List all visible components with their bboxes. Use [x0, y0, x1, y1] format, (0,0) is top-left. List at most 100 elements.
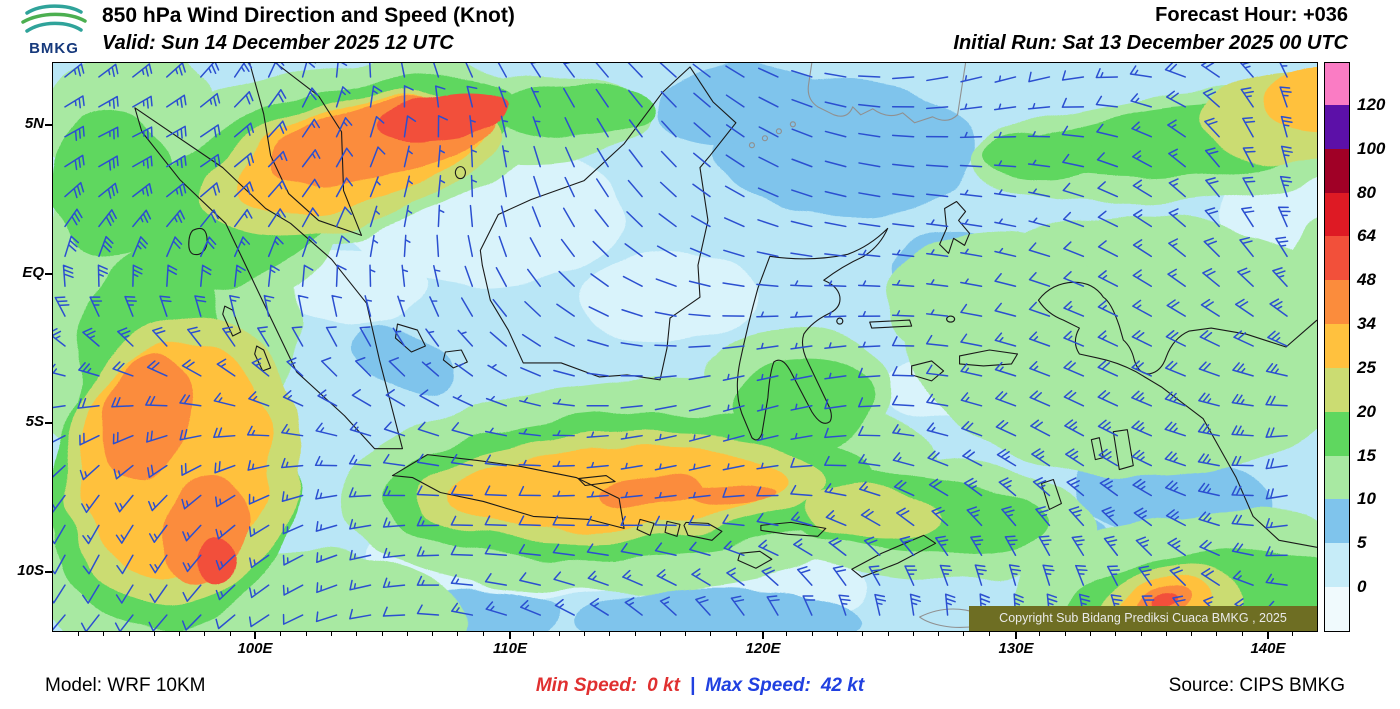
colorbar-segment — [1325, 235, 1349, 281]
initial-run: Initial Run: Sat 13 December 2025 00 UTC — [953, 32, 1348, 54]
colorbar-tick-label: 0 — [1357, 577, 1367, 597]
lat-tick-label: 5N — [24, 115, 44, 132]
axis-tick — [482, 632, 484, 636]
colorbar-segment — [1325, 191, 1349, 237]
axis-tick — [254, 632, 256, 639]
axis-tick — [45, 272, 52, 275]
axis-tick — [862, 632, 864, 636]
axis-tick — [1165, 632, 1167, 636]
axis-tick — [786, 632, 788, 636]
colorbar-tick-label: 48 — [1357, 270, 1376, 290]
colorbar-tick-label: 15 — [1357, 445, 1376, 465]
copyright-note: Copyright Sub Bidang Prediksi Cuaca BMKG… — [969, 606, 1317, 631]
colorbar — [1324, 62, 1350, 632]
lon-tick-label: 120E — [745, 640, 781, 657]
colorbar-segment — [1325, 586, 1349, 631]
axis-tick — [204, 632, 206, 636]
axis-tick — [1140, 632, 1142, 636]
source-label: Source: CIPS BMKG — [1168, 675, 1345, 696]
axis-tick — [1039, 632, 1041, 636]
max-speed-label: Max Speed: — [705, 675, 811, 696]
axis-tick — [1241, 632, 1243, 636]
colorbar-segment — [1325, 104, 1349, 149]
axis-tick — [179, 632, 181, 636]
axis-tick — [609, 632, 611, 636]
axis-tick — [406, 632, 408, 636]
bmkg-logo-text: BMKG — [29, 40, 79, 57]
lat-tick-label: 10S — [17, 562, 44, 579]
axis-tick — [128, 632, 130, 636]
speed-summary: Min Speed: 0 kt | Max Speed: 42 kt — [531, 675, 869, 697]
colorbar-tick-label: 64 — [1357, 226, 1376, 246]
colorbar-tick-label: 20 — [1357, 401, 1376, 421]
axis-tick — [836, 632, 838, 636]
valid-time: Valid: Sun 14 December 2025 12 UTC — [102, 32, 454, 54]
axis-tick — [229, 632, 231, 636]
axis-tick — [963, 632, 965, 636]
axis-tick — [735, 632, 737, 636]
axis-tick — [45, 422, 52, 424]
lon-tick-label: 130E — [998, 640, 1034, 657]
axis-tick — [1115, 632, 1117, 636]
wind-map-svg — [53, 63, 1317, 631]
axis-tick — [457, 632, 459, 636]
page-title: 850 hPa Wind Direction and Speed (Knot) — [102, 4, 515, 27]
colorbar-tick-label: 5 — [1357, 533, 1367, 553]
colorbar-segment — [1325, 148, 1349, 193]
colorbar-segment — [1325, 367, 1349, 412]
axis-tick — [762, 632, 764, 639]
axis-tick — [938, 632, 940, 636]
axis-tick — [1267, 632, 1269, 639]
min-speed-value: 0 kt — [647, 675, 680, 696]
axis-tick — [1015, 632, 1017, 639]
colorbar-tick-label: 34 — [1357, 314, 1376, 334]
axis-tick — [153, 632, 155, 636]
bmkg-logo-mark — [21, 4, 87, 33]
axis-tick — [659, 632, 661, 636]
model-label: Model: WRF 10KM — [45, 675, 206, 696]
axis-tick — [330, 632, 332, 636]
colorbar-tick-label: 25 — [1357, 357, 1376, 377]
colorbar-tick-label: 80 — [1357, 182, 1376, 202]
axis-tick — [1191, 632, 1193, 636]
axis-tick — [103, 632, 105, 636]
axis-tick — [1216, 632, 1218, 636]
axis-tick — [988, 632, 990, 636]
lon-tick-label: 140E — [1250, 640, 1286, 657]
forecast-hour: Forecast Hour: +036 — [1155, 4, 1348, 26]
axis-tick — [685, 632, 687, 636]
axis-tick — [1089, 632, 1091, 636]
axis-tick — [432, 632, 434, 636]
axis-tick — [634, 632, 636, 636]
axis-tick — [305, 632, 307, 636]
wind-barbs — [53, 63, 1293, 631]
axis-tick — [558, 632, 560, 636]
colorbar-segment — [1325, 323, 1349, 368]
axis-tick — [45, 124, 52, 126]
axis-tick — [509, 632, 511, 639]
axis-tick — [280, 632, 282, 636]
axis-tick — [381, 632, 383, 636]
colorbar-segment — [1325, 279, 1349, 325]
axis-tick — [45, 571, 52, 573]
colorbar-tick-label: 120 — [1357, 94, 1386, 114]
map-canvas: Copyright Sub Bidang Prediksi Cuaca BMKG… — [52, 62, 1318, 632]
colorbar-segment — [1325, 411, 1349, 456]
speed-separator: | — [689, 675, 696, 696]
axis-tick — [912, 632, 914, 636]
lon-tick-label: 100E — [237, 640, 273, 657]
axis-tick — [811, 632, 813, 636]
colorbar-segment — [1325, 542, 1349, 588]
axis-tick — [356, 632, 358, 636]
max-speed-value: 42 kt — [820, 675, 865, 696]
axis-tick — [583, 632, 585, 636]
axis-tick — [1064, 632, 1066, 636]
colorbar-segment — [1325, 455, 1349, 500]
coastlines — [134, 63, 1317, 629]
lat-tick-label: 5S — [25, 413, 44, 430]
min-speed-label: Min Speed: — [535, 675, 638, 696]
colorbar-segment — [1325, 498, 1349, 544]
bmkg-logo: BMKG — [10, 2, 98, 57]
colorbar-segment — [1325, 63, 1349, 105]
